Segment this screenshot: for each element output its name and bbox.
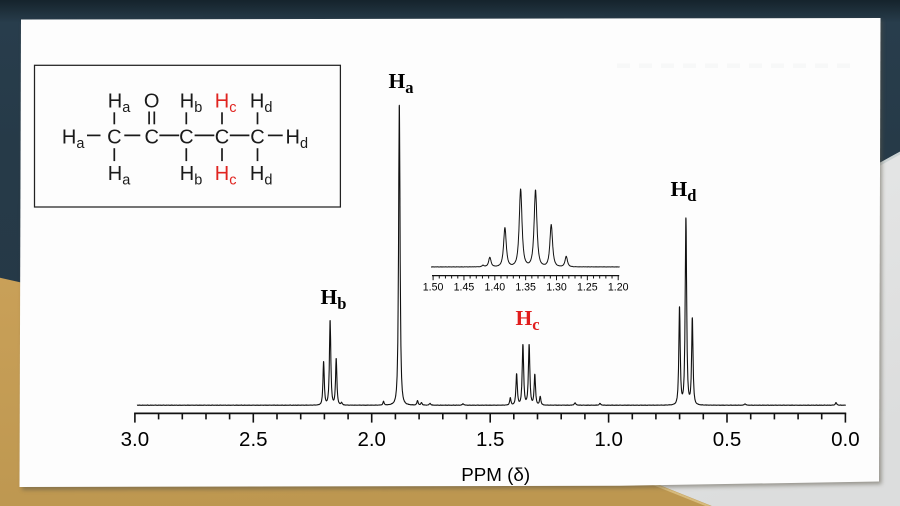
svg-text:1.25: 1.25 [577,282,598,294]
svg-text:1.30: 1.30 [546,282,567,294]
svg-text:0.0: 0.0 [831,428,860,451]
svg-text:2.0: 2.0 [357,428,386,451]
svg-text:O: O [144,91,160,113]
svg-text:C: C [144,126,158,148]
svg-text:1.40: 1.40 [484,282,505,294]
svg-text:C: C [107,126,121,148]
svg-text:Hb: Hb [321,285,347,313]
svg-text:2.5: 2.5 [239,428,268,451]
svg-text:C: C [215,126,229,148]
svg-text:1.50: 1.50 [423,282,444,294]
svg-text:1.35: 1.35 [515,282,536,294]
svg-text:1.5: 1.5 [476,428,505,451]
svg-text:1.0: 1.0 [594,428,623,451]
svg-text:1.20: 1.20 [608,282,629,294]
svg-text:PPM (δ): PPM (δ) [461,464,530,485]
svg-text:C: C [179,126,193,148]
svg-text:3.0: 3.0 [121,428,150,451]
svg-text:0.5: 0.5 [713,428,742,451]
svg-text:C: C [250,126,264,148]
svg-text:1.45: 1.45 [454,282,475,294]
